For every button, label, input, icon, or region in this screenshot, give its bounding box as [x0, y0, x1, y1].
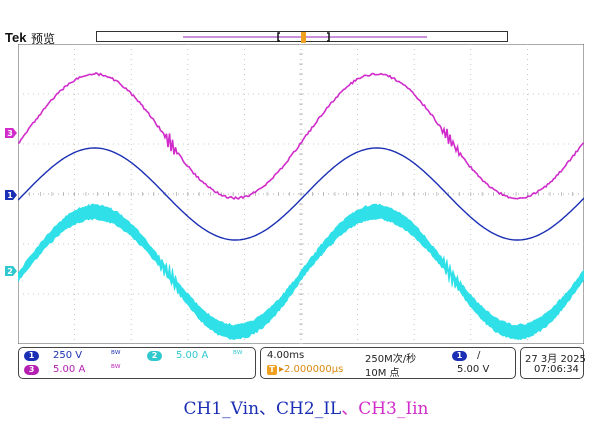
graticule: [18, 44, 584, 344]
ch3-ground-marker[interactable]: 3: [4, 127, 18, 139]
ch3-badge[interactable]: 3: [24, 365, 39, 375]
trigger-slope-icon: /: [477, 350, 480, 361]
trigger-source-badge: 1: [452, 351, 467, 361]
record-view-bar[interactable]: [96, 31, 508, 42]
caption-ch1: CH1_Vin: [184, 399, 260, 419]
waveform-display[interactable]: [18, 44, 584, 344]
ch1-bandwidth-icon: ᴮᵂ: [111, 350, 121, 360]
horizontal-trigger-panel[interactable]: 4.00ms 250M次/秒 T ▸2.000000μs 10M 点 1 / 5…: [260, 347, 516, 379]
ch3-bandwidth-icon: ᴮᵂ: [111, 364, 121, 374]
ch2-badge[interactable]: 2: [147, 351, 162, 361]
top-bar: Tek 预览 T: [0, 0, 612, 44]
ch2-ground-marker[interactable]: 2: [4, 265, 18, 277]
trigger-level: 5.00 V: [457, 364, 489, 375]
ch1-badge[interactable]: 1: [24, 351, 39, 361]
timebase: 4.00ms: [267, 350, 304, 361]
ch2-marker-label: 2: [7, 267, 13, 276]
caption-ch2: CH2_IL: [276, 399, 341, 419]
ch1-scale: 250 V: [53, 350, 82, 361]
trigger-position-badge: T: [267, 365, 277, 375]
brand-logo: Tek: [5, 30, 26, 45]
time: 07:06:34: [534, 364, 579, 375]
date-time-panel: 27 3月 2025 07:06:34: [520, 347, 584, 379]
date: 27 3月 2025: [525, 350, 586, 365]
ch1-ground-marker[interactable]: 1: [4, 189, 18, 201]
sample-rate: 250M次/秒: [365, 350, 416, 365]
ch3-scale: 5.00 A: [53, 364, 85, 375]
status-bar: 1 250 V ᴮᵂ 2 5.00 A ᴮᵂ 3 5.00 A ᴮᵂ 4.00m…: [18, 347, 584, 381]
channel-scale-panel[interactable]: 1 250 V ᴮᵂ 2 5.00 A ᴮᵂ 3 5.00 A ᴮᵂ: [18, 347, 256, 379]
caption-separator-2: 、: [341, 399, 358, 419]
caption-ch3: CH3_Iin: [358, 399, 428, 419]
caption-separator-1: 、: [259, 399, 276, 419]
ch3-marker-label: 3: [7, 129, 13, 138]
figure-caption: CH1_Vin、CH2_IL、CH3_Iin: [0, 394, 612, 419]
ch1-marker-label: 1: [7, 191, 13, 200]
record-length: 10M 点: [365, 364, 400, 379]
ch2-scale: 5.00 A: [176, 350, 208, 361]
trigger-position: ▸2.000000μs: [279, 364, 343, 375]
record-window-graphic: [97, 32, 509, 43]
ch2-bandwidth-icon: ᴮᵂ: [233, 350, 243, 360]
